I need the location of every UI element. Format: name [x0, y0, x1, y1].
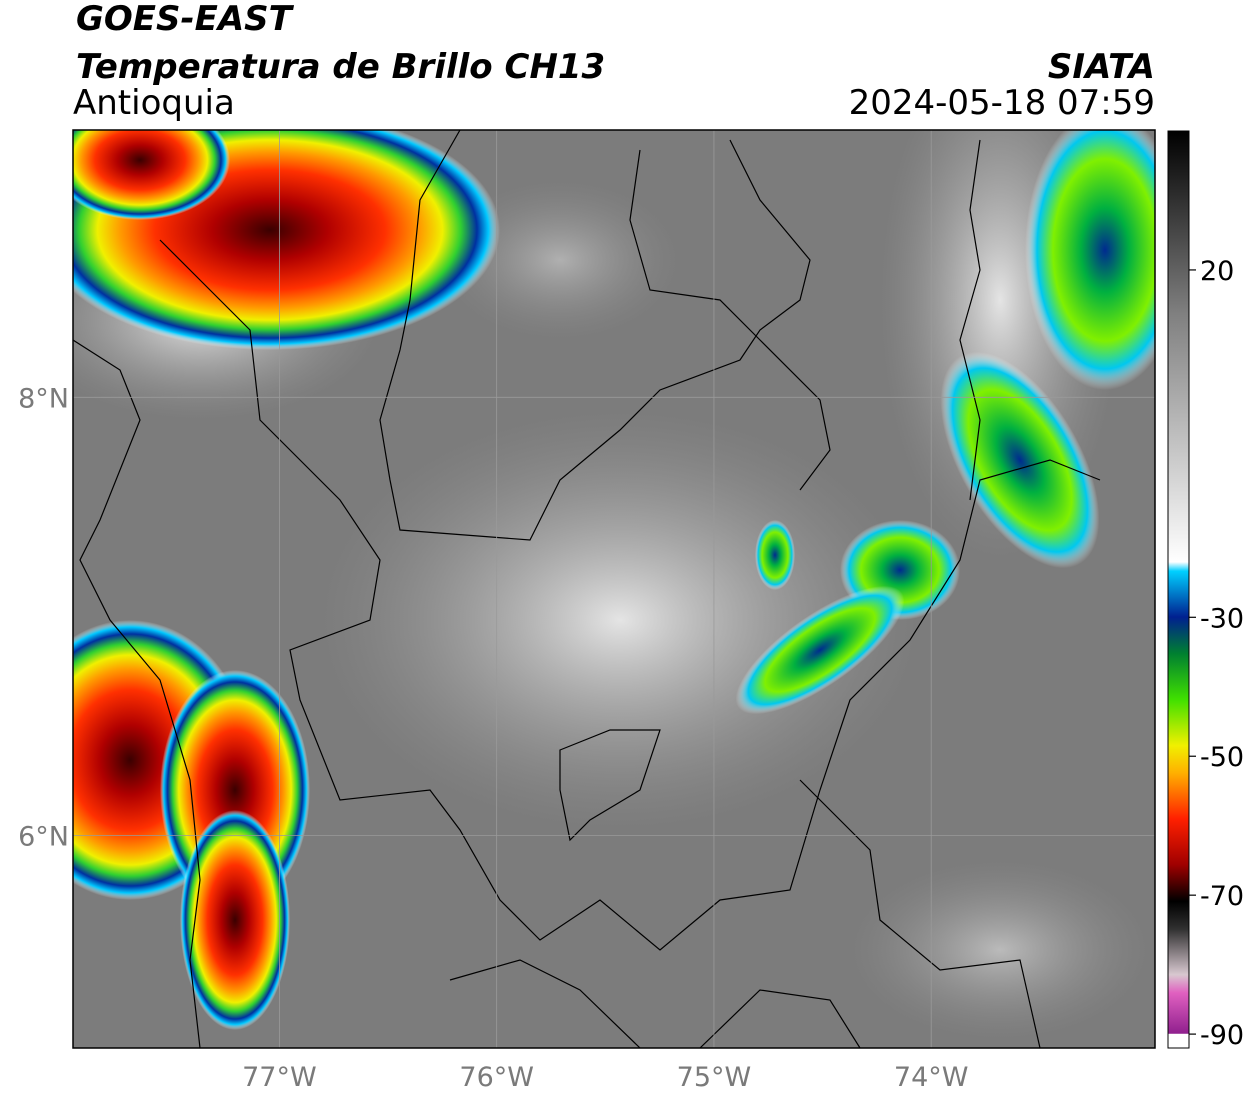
source: SIATA	[1048, 47, 1155, 87]
bright-area	[320, 410, 920, 830]
border	[959, 139, 981, 501]
border	[159, 239, 1101, 951]
x-tick-label: 77°W	[242, 1062, 317, 1093]
colorbar-tick-label: -50	[1200, 742, 1244, 773]
colorbar-ticks: 20 -30 -50 -70 -90	[1189, 256, 1244, 1051]
colorbar-tick-label: -70	[1200, 881, 1244, 912]
bright-area	[850, 860, 1150, 1040]
map-frame	[72, 129, 1156, 1049]
map	[73, 130, 1155, 1048]
border	[73, 339, 201, 1048]
convective-cell	[735, 585, 905, 715]
convective-cell	[1025, 130, 1155, 390]
convective-cell	[755, 520, 795, 590]
colorbar-tick-label: -90	[1200, 1020, 1244, 1051]
title: GOES-EAST	[76, 0, 295, 39]
borders	[73, 130, 1101, 1048]
x-tick-label: 76°W	[459, 1062, 534, 1093]
storm-cell	[180, 810, 290, 1030]
border	[559, 729, 661, 842]
region: Antioquia	[73, 83, 235, 123]
subtitle: Temperatura de Brillo CH13	[76, 47, 605, 87]
border	[629, 149, 831, 491]
x-tick-label: 75°W	[677, 1062, 752, 1093]
border	[799, 779, 1041, 1048]
x-tick-label: 74°W	[894, 1062, 969, 1093]
border	[449, 959, 861, 1048]
bright-area	[440, 180, 680, 340]
y-tick-label: 6°N	[18, 821, 69, 852]
storm-cell	[73, 130, 230, 220]
colorbar	[1167, 130, 1190, 1049]
axis-labels: 77°W 76°W 75°W 74°W 8°N 6°N	[18, 383, 968, 1093]
convective-cell	[940, 351, 1100, 569]
colorbar-tick-label: -30	[1200, 603, 1244, 634]
border	[379, 130, 811, 541]
y-tick-label: 8°N	[18, 383, 69, 414]
colorbar-tick-label: 20	[1200, 256, 1234, 287]
timestamp: 2024-05-18 07:59	[849, 83, 1155, 123]
graticule	[73, 130, 1155, 1048]
